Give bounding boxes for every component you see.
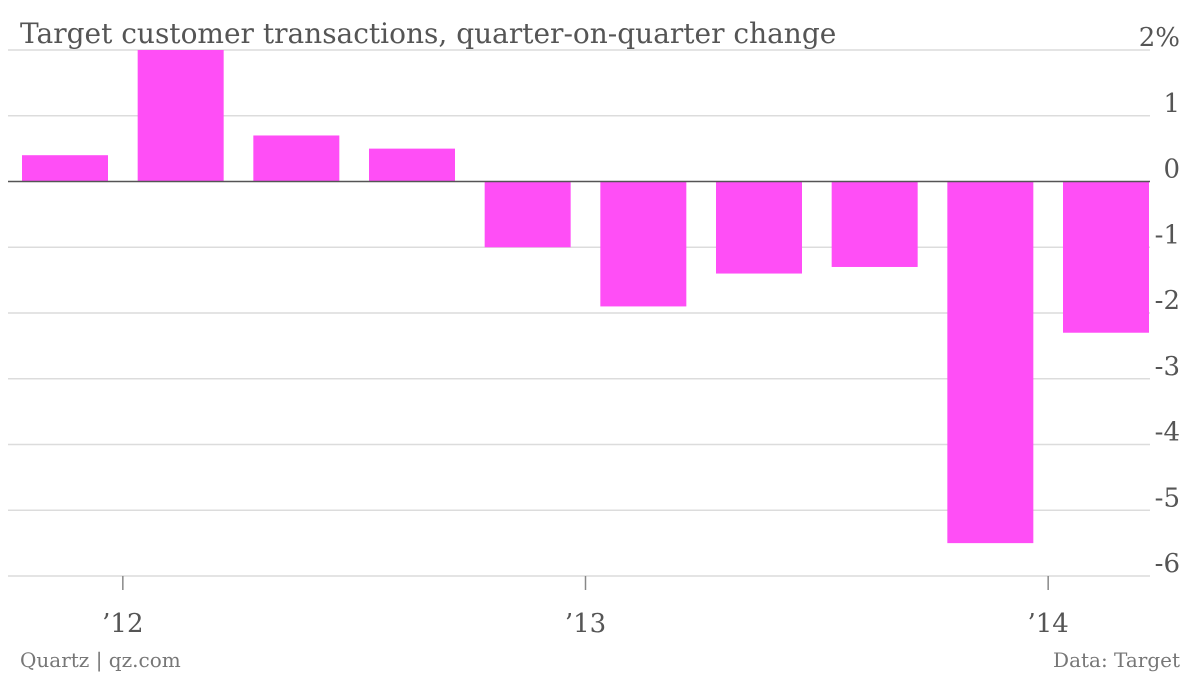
bar <box>22 155 108 182</box>
bar <box>831 181 918 267</box>
y-tick-label: -3 <box>1155 352 1180 382</box>
bar <box>369 148 455 182</box>
bar <box>1063 181 1149 333</box>
y-tick-label: -1 <box>1155 220 1180 250</box>
y-tick-label: -6 <box>1155 549 1180 579</box>
x-tick-label: ’13 <box>565 609 606 639</box>
bar <box>484 181 571 248</box>
y-tick-label: -5 <box>1155 483 1180 513</box>
x-tick-label: ’12 <box>102 609 143 639</box>
bar <box>947 181 1034 544</box>
y-tick-label: 2% <box>1139 23 1180 53</box>
x-tick-label: ’14 <box>1027 609 1068 639</box>
bars <box>22 50 1149 544</box>
bar <box>137 50 224 182</box>
data-source: Data: Target <box>1053 648 1180 672</box>
axes: 2% 1 0 -1 -2 -3 -4 -5 -6 ’12 ’13 ’14 <box>8 23 1180 639</box>
chart-title: Target customer transactions, quarter-on… <box>20 17 836 50</box>
y-tick-label: 0 <box>1163 155 1180 185</box>
bar <box>600 181 687 307</box>
bar <box>253 135 340 182</box>
source-credit: Quartz | qz.com <box>20 648 181 673</box>
y-tick-label: 1 <box>1163 89 1180 119</box>
bar <box>716 181 802 274</box>
y-tick-label: -4 <box>1155 418 1180 448</box>
y-tick-label: -2 <box>1155 286 1180 316</box>
